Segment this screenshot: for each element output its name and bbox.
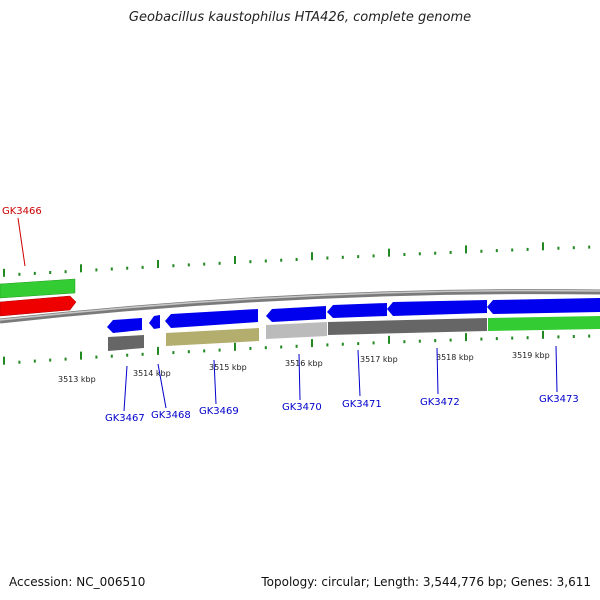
feature-gk3469-olive[interactable] — [166, 328, 259, 346]
feature-gk3473-green[interactable] — [488, 316, 600, 331]
gene-label-leaders — [17, 217, 558, 412]
lower-ruler-ticks — [3, 330, 591, 365]
gene-label-gk3469[interactable]: GK3469 — [199, 406, 239, 417]
ruler-label-3514: 3514 kbp — [133, 369, 171, 378]
feature-gk3471-grey[interactable] — [328, 318, 487, 335]
gene-arrow-gk3473[interactable] — [487, 298, 600, 314]
forward-strand-features — [0, 278, 600, 322]
gene-arrow-gk3467[interactable] — [107, 318, 142, 333]
gene-arrow-gk3469[interactable] — [165, 309, 258, 328]
reverse-strand-features — [107, 309, 600, 351]
upper-ruler-ticks — [3, 242, 591, 277]
gene-label-gk3466[interactable]: GK3466 — [2, 206, 42, 217]
ruler-label-3518: 3518 kbp — [436, 353, 474, 362]
gene-arrow-gk3466-green[interactable] — [0, 278, 76, 299]
leader-gk3470 — [298, 353, 301, 401]
gene-arrow-gk3466-red[interactable] — [0, 295, 77, 317]
gene-arrow-gk3470[interactable] — [266, 306, 326, 322]
leader-gk3469 — [213, 359, 217, 405]
genome-backbone — [0, 289, 600, 324]
gene-arrow-gk3472[interactable] — [387, 300, 487, 316]
ruler-label-3516: 3516 kbp — [285, 359, 323, 368]
gene-label-gk3472[interactable]: GK3472 — [420, 397, 460, 408]
gene-arrow-gk3471[interactable] — [327, 303, 387, 318]
leader-gk3468 — [157, 363, 167, 409]
accession-text: Accession: NC_006510 — [9, 575, 146, 589]
gene-arrow-gk3468[interactable] — [149, 315, 160, 329]
gene-label-gk3473[interactable]: GK3473 — [539, 394, 579, 405]
leader-gk3466 — [17, 217, 26, 267]
leader-gk3471 — [357, 349, 361, 397]
gene-label-gk3471[interactable]: GK3471 — [342, 399, 382, 410]
ruler-label-3515: 3515 kbp — [209, 363, 247, 372]
leader-gk3472 — [436, 347, 439, 395]
gene-labels: GK3466 GK3467 GK3468 GK3469 GK3470 GK347… — [2, 206, 579, 424]
genome-title: Geobacillus kaustophilus HTA426, complet… — [128, 10, 472, 25]
leader-gk3473 — [555, 345, 558, 393]
ruler-labels: 3513 kbp 3514 kbp 3515 kbp 3516 kbp 3517… — [58, 351, 550, 384]
ruler-label-3517: 3517 kbp — [360, 355, 398, 364]
ruler-label-3513: 3513 kbp — [58, 375, 96, 384]
gene-label-gk3470[interactable]: GK3470 — [282, 402, 322, 413]
feature-gk3470-lightgrey[interactable] — [266, 322, 327, 339]
gene-label-gk3468[interactable]: GK3468 — [151, 410, 191, 421]
leader-gk3467 — [123, 365, 128, 412]
feature-gk3467-grey[interactable] — [108, 335, 144, 351]
gene-label-gk3467[interactable]: GK3467 — [105, 413, 145, 424]
topology-summary: Topology: circular; Length: 3,544,776 bp… — [261, 575, 591, 589]
genome-backbone-highlight — [0, 289, 600, 321]
ruler-label-3519: 3519 kbp — [512, 351, 550, 360]
